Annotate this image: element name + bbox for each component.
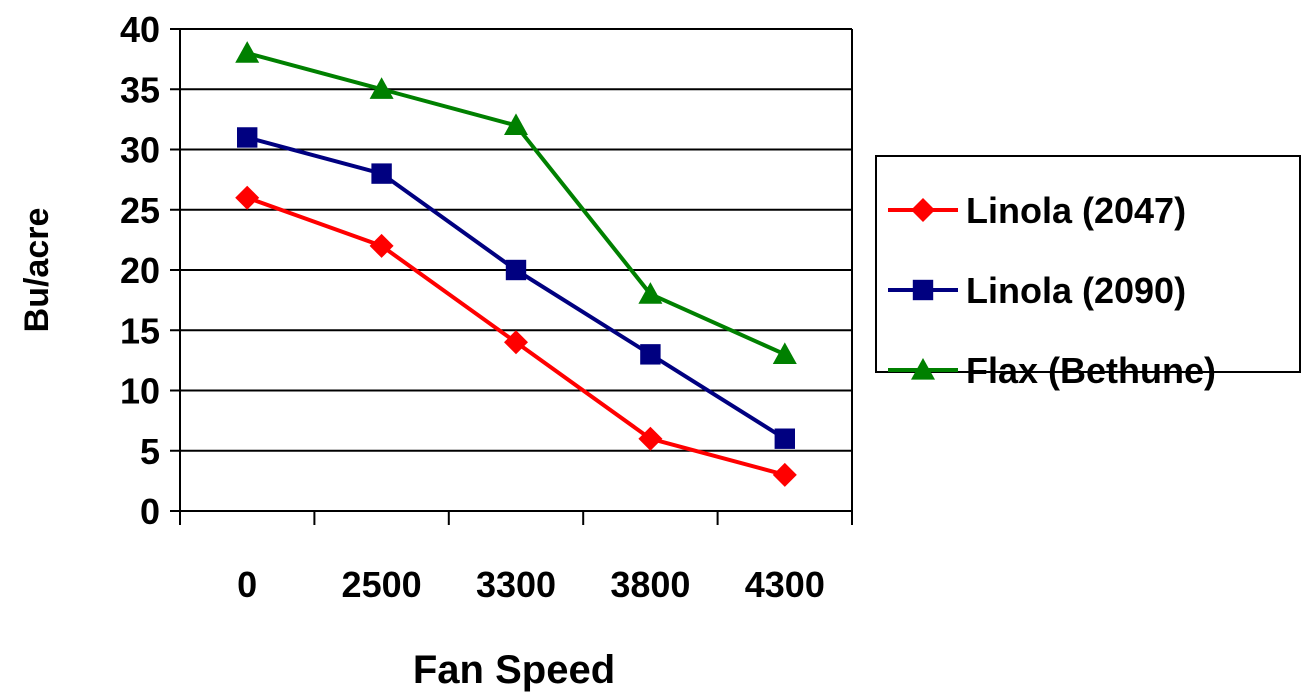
legend: Linola (2047) Linola (2090) Flax (Bethune) — [875, 155, 1301, 391]
y-tick-label: 10 — [120, 371, 160, 412]
data-point — [504, 113, 528, 135]
legend-marker — [911, 358, 935, 380]
data-point — [237, 127, 258, 148]
legend-box — [875, 155, 1301, 373]
series-line — [246, 135, 786, 441]
series-layer — [235, 41, 797, 487]
legend-marker — [912, 279, 934, 301]
data-point — [504, 330, 528, 355]
data-point — [369, 233, 394, 258]
y-tick-label: 20 — [120, 250, 160, 291]
data-point — [774, 428, 795, 449]
x-tick-label: 0 — [237, 564, 257, 605]
gridlines — [180, 28, 852, 452]
data-point — [640, 344, 661, 365]
legend-entry: Linola (2090) — [888, 270, 1186, 311]
series-linola-2090 — [237, 127, 795, 449]
plot-area — [170, 28, 853, 525]
y-tick-label: 0 — [140, 491, 160, 532]
y-tick-marks — [170, 28, 180, 512]
legend-marker — [911, 198, 935, 222]
legend-label: Flax (Bethune) — [966, 350, 1216, 391]
legend-items: Linola (2047) Linola (2090) Flax (Bethune) — [888, 190, 1216, 391]
legend-label: Linola (2090) — [966, 270, 1186, 311]
legend-entry: Flax (Bethune) — [888, 350, 1216, 391]
y-tick-label: 5 — [140, 431, 160, 472]
legend-label: Linola (2047) — [966, 190, 1186, 231]
series-line — [246, 51, 786, 357]
x-axis-title: Fan Speed — [413, 648, 615, 692]
x-tick-marks — [179, 511, 853, 525]
y-axis-title: Bu/acre — [18, 208, 56, 333]
y-tick-label: 35 — [120, 69, 160, 110]
x-tick-labels: 0 2500 3300 3800 4300 — [237, 564, 825, 605]
data-point — [369, 77, 394, 99]
data-point — [505, 259, 527, 281]
data-point — [638, 426, 663, 451]
legend-entry: Linola (2047) — [888, 190, 1186, 231]
data-point — [235, 41, 260, 63]
data-point — [638, 282, 663, 304]
y-tick-label: 40 — [120, 9, 160, 50]
series-linola-2047 — [235, 185, 797, 487]
data-point — [772, 342, 797, 364]
x-tick-label: 4300 — [745, 564, 825, 605]
y-tick-labels: 0 5 10 15 20 25 30 35 40 — [120, 9, 160, 532]
x-tick-label: 3800 — [610, 564, 690, 605]
y-tick-label: 15 — [120, 310, 160, 351]
series-flax-bethune — [235, 41, 797, 364]
y-tick-label: 25 — [120, 190, 160, 231]
y-tick-label: 30 — [120, 130, 160, 171]
data-point — [235, 185, 260, 210]
x-tick-label: 2500 — [342, 564, 422, 605]
data-point — [371, 163, 392, 184]
data-point — [772, 462, 797, 487]
x-tick-label: 3300 — [476, 564, 556, 605]
